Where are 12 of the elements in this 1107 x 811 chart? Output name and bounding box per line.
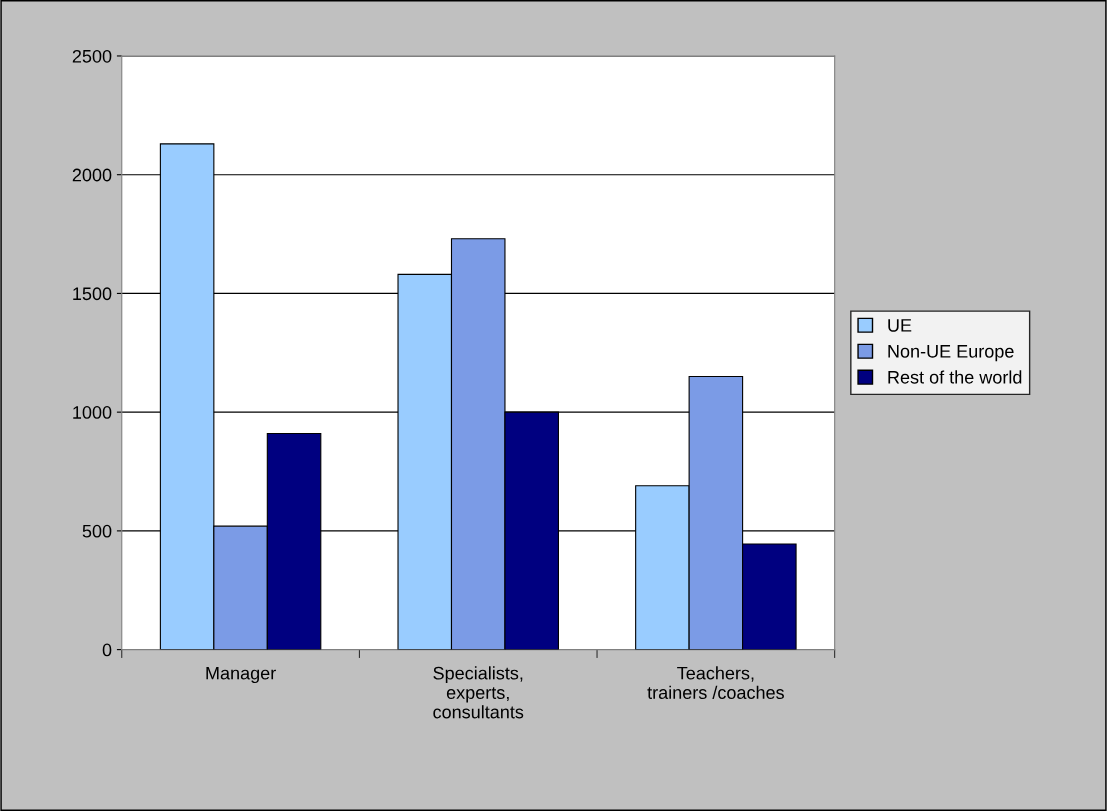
y-tick-label: 2500	[72, 49, 112, 63]
y-tick-label: 2000	[72, 168, 112, 182]
y-tick-label: 1500	[73, 287, 112, 301]
x-tick-label: Specialists, experts, consultants	[433, 666, 524, 719]
x-tick-label: Teachers, trainers /coaches	[647, 666, 784, 699]
y-tick-label: 0	[102, 643, 112, 657]
legend-label: Non-UE Europe	[888, 345, 1014, 362]
y-tick-label: 500	[82, 524, 112, 538]
legend-label: Rest of the world	[888, 370, 1022, 384]
x-tick-label: Manager	[206, 666, 276, 684]
legend-label: UE	[888, 319, 912, 332]
y-tick-label: 1000	[73, 406, 112, 419]
